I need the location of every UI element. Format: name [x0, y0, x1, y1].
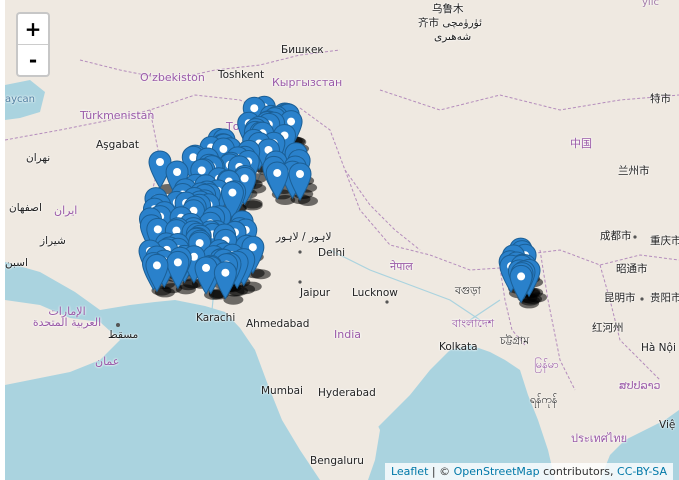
label-tehi: 特市 — [650, 93, 671, 105]
map-marker-icon[interactable] — [213, 261, 237, 300]
label-vietnam: Việ — [659, 419, 676, 431]
marker-shadow — [519, 298, 540, 309]
label-uzbekistan: O‘zbekiston — [140, 71, 205, 84]
label-yili: ylic — [642, 0, 659, 8]
label-jaipur: Jaipur — [300, 287, 331, 299]
label-urumqi: 乌鲁木 — [432, 3, 464, 15]
marker-shadow — [204, 289, 225, 300]
label-ashgabat: Aşgabat — [96, 139, 139, 151]
arabian-peninsula — [5, 300, 120, 385]
label-iran: ایران — [54, 204, 78, 217]
zoom-out-button[interactable]: - — [28, 48, 38, 72]
map-marker-icon[interactable] — [220, 181, 244, 220]
label-kolkata: Kolkata — [439, 341, 478, 353]
map-marker-icon[interactable] — [509, 264, 533, 304]
marker-shadow — [242, 200, 263, 211]
india-south — [335, 410, 380, 480]
map-marker-icon[interactable] — [265, 161, 289, 200]
attribution-separator: | © — [428, 465, 454, 478]
label-china: 中国 — [570, 137, 592, 150]
label-kunming: 昆明市 — [604, 292, 636, 304]
gulf-of-thailand — [600, 410, 679, 480]
label-lahore: لاہور / لاہور — [276, 231, 332, 243]
arabian-sea — [5, 262, 320, 480]
map-marker-icon[interactable] — [145, 253, 169, 293]
map-marker-icon[interactable] — [166, 250, 190, 290]
label-toshkent: Toshkent — [218, 69, 265, 81]
label-hyderabad: Hyderabad — [318, 387, 376, 399]
map-marker-icon[interactable] — [288, 162, 312, 201]
bay-of-bengal — [355, 345, 555, 480]
marker-shadow — [250, 269, 271, 280]
marker-shadow — [154, 287, 175, 298]
label-hanoi: Hà Nội — [641, 342, 676, 354]
attribution-contributors: contributors, — [539, 465, 618, 478]
label-myanmar: မြန်မာ — [534, 358, 559, 371]
marker-shadow — [275, 194, 296, 205]
marker-shadow — [223, 294, 244, 305]
label-laos: ສປປລາວ — [619, 379, 661, 392]
zoom-in-button[interactable]: + — [18, 14, 48, 45]
label-chongqing: 重庆市 — [650, 235, 679, 247]
label-delhi: Delhi — [318, 247, 346, 259]
label-zhaotong: 昭通市 — [616, 263, 648, 275]
caspian-sea — [5, 80, 45, 120]
label-bishkek: Бишкек — [281, 44, 324, 56]
label-tehran: نهران — [26, 152, 51, 164]
map-marker-icon[interactable] — [194, 256, 218, 295]
map-marker-icon[interactable] — [148, 150, 172, 189]
label-urumqi-alt: 齐市 ئۈرۈمچى — [418, 17, 482, 29]
label-bogura: বগুড়া — [455, 285, 481, 297]
label-bangladesh: বাংলাদেশ — [452, 317, 495, 330]
label-isfahan: اصفهان — [9, 202, 42, 214]
label-kyrgyzstan: Кыргызстан — [272, 76, 343, 89]
label-yangon: ရန်ကုန် — [530, 394, 558, 406]
label-muscat: مسقط — [108, 329, 139, 341]
label-turkmenistan: Türkmenistan — [80, 109, 155, 122]
label-bandar: اسبن — [5, 257, 28, 269]
city-dots — [116, 235, 644, 348]
label-honghe: 红河州 — [592, 322, 624, 334]
label-oman: عمان — [95, 355, 120, 368]
label-karachi: Karachi — [196, 312, 236, 324]
label-chittagong: চট্টগ্রাম — [500, 335, 530, 347]
zoom-control: + - — [16, 12, 50, 77]
label-lucknow: Lucknow — [352, 287, 398, 299]
label-urumqi-uyghur: شەھىرى — [434, 31, 472, 43]
marker-shadow — [298, 196, 318, 206]
label-shiraz: شیراز — [40, 235, 66, 247]
osm-link[interactable]: OpenStreetMap — [453, 465, 540, 478]
label-lanzhou: 兰州市 — [618, 165, 650, 177]
label-caspian: aycan — [5, 94, 36, 105]
label-india: India — [334, 328, 361, 341]
label-uae: الإمارات العربية المتحدة — [32, 305, 102, 329]
label-mumbai: Mumbai — [261, 385, 303, 397]
marker-shadow — [175, 284, 196, 295]
label-guiyang: 贵阳市 — [650, 292, 679, 304]
label-thailand: ประเทศไทย — [571, 432, 628, 445]
label-nepal: नेपाल — [390, 260, 413, 273]
label-ahmedabad: Ahmedabad — [246, 318, 310, 330]
attribution: Leaflet | © OpenStreetMap contributors, … — [384, 463, 673, 480]
map-left-edge — [0, 0, 5, 480]
label-chengdu: 成都市 — [600, 230, 632, 242]
license-link[interactable]: CC-BY-SA — [617, 465, 667, 478]
label-bengaluru: Bengaluru — [310, 455, 364, 467]
leaflet-link[interactable]: Leaflet — [390, 465, 429, 478]
